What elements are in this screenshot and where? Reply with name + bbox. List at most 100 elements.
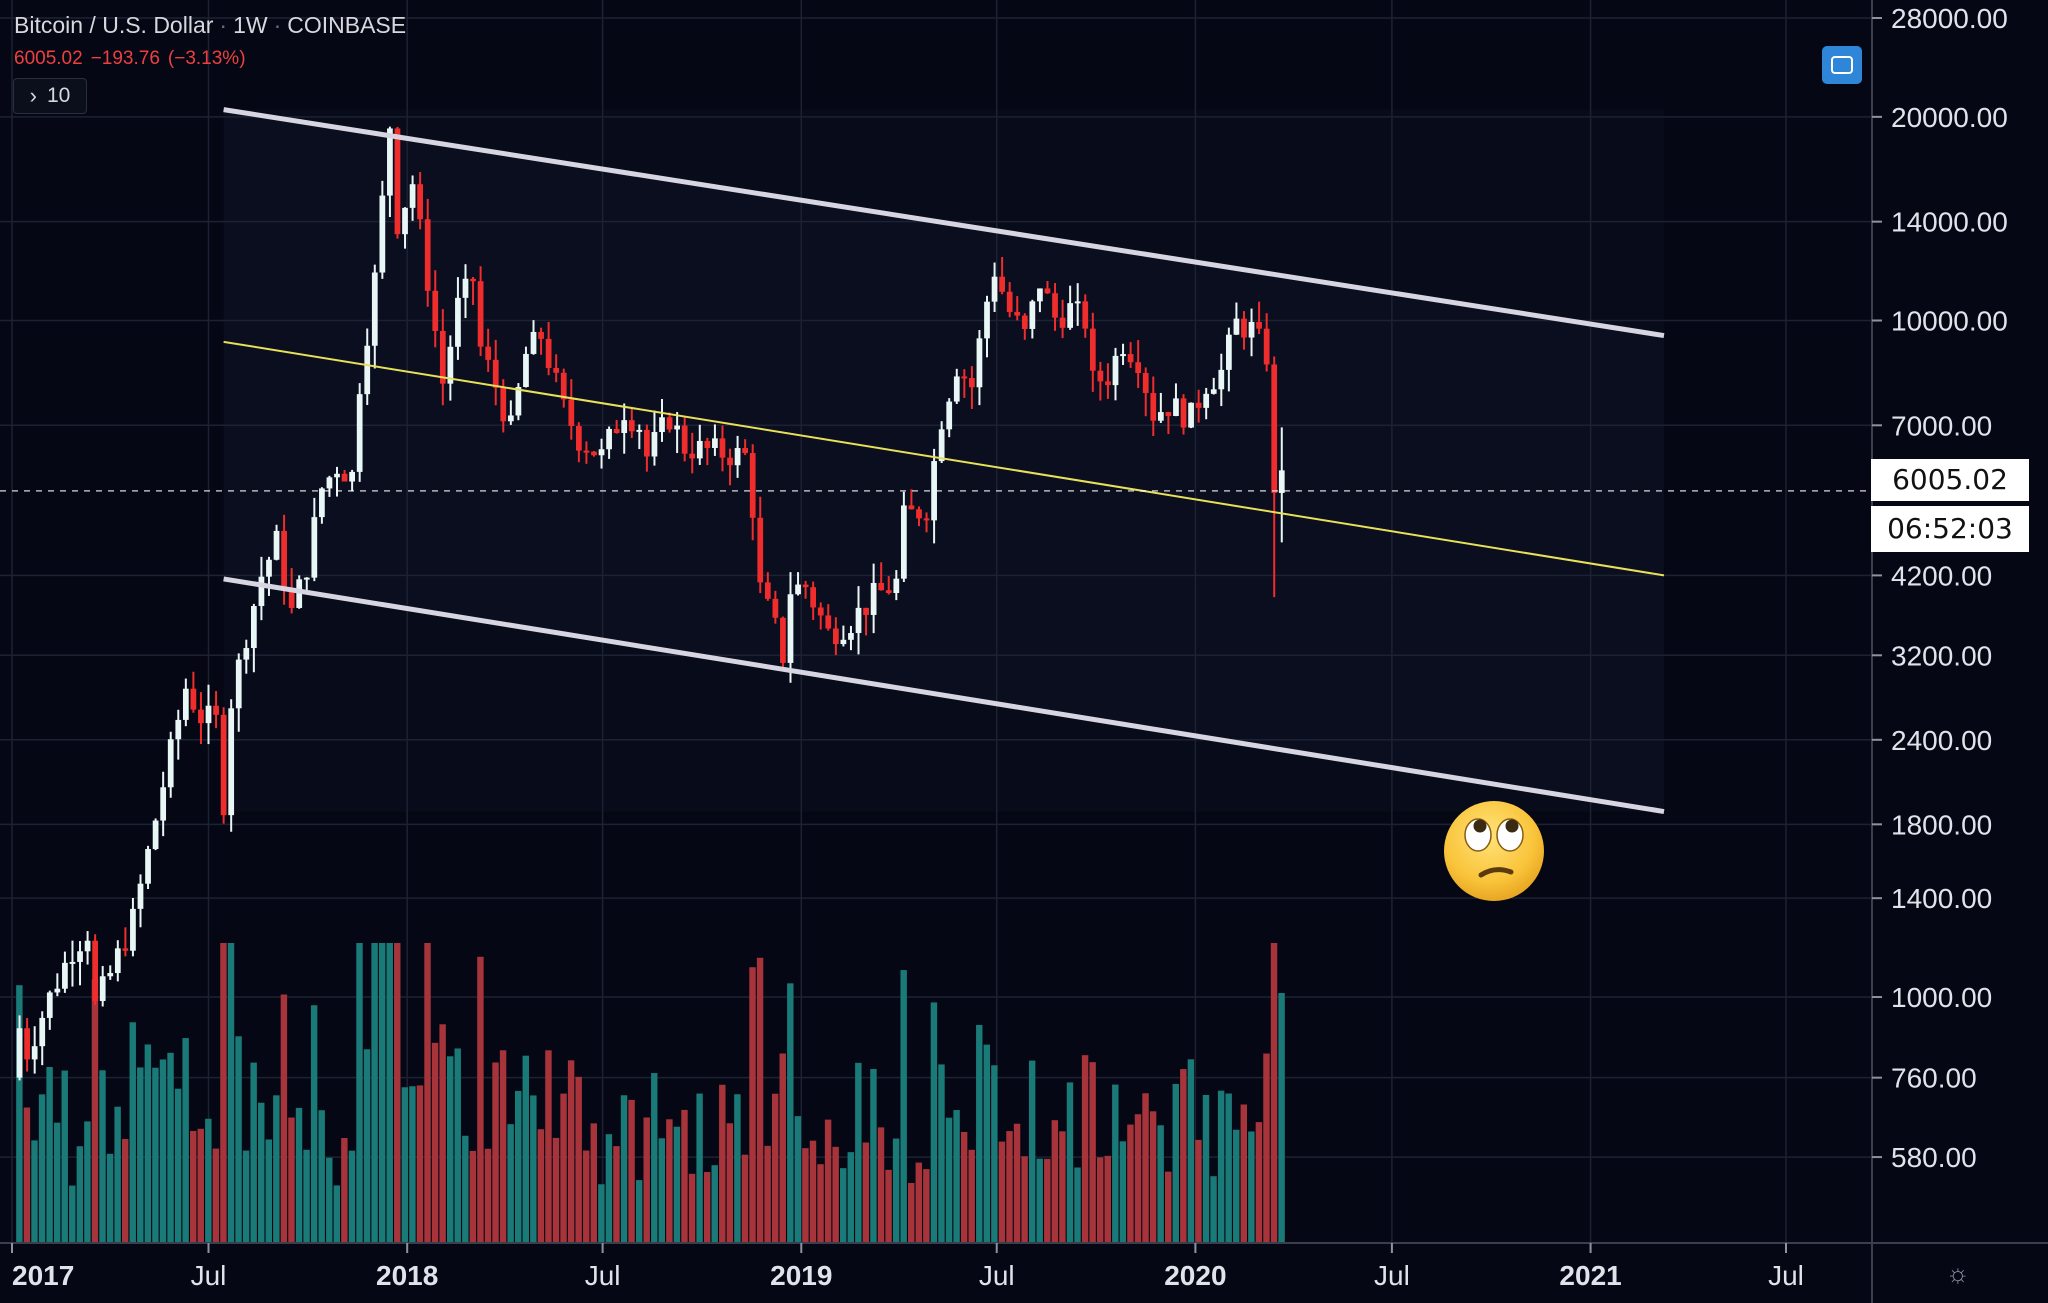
time-tick-label: 2020 [1164,1260,1226,1291]
price-tick-label: 1400.00 [1891,883,1992,914]
candle-body [545,338,552,369]
volume-bar [945,1117,953,1243]
candle-body [976,338,983,388]
volume-bar [824,1119,832,1243]
candle-body [1029,301,1036,329]
candle-body [878,582,885,591]
volume-bar [341,1138,348,1243]
candle-body [92,940,99,1001]
volume-bar [439,1024,446,1243]
volume-bar [409,1086,416,1243]
candle-body [863,607,869,615]
gear-icon[interactable]: ☼ [1946,1258,1970,1288]
candle-body [288,587,295,608]
volume-bar [431,1042,439,1243]
candle-body [1135,362,1142,374]
bar-countdown-tag: 06:52:03 [1871,506,2029,552]
candle-body [84,940,91,952]
volume-bar [1180,1069,1187,1243]
fullscreen-icon [1831,56,1853,74]
candle-body [77,951,83,962]
candle-body [575,426,582,451]
candle-body [1082,301,1089,329]
candle-body [764,582,771,599]
candle-body [553,368,560,373]
candle-body [356,394,363,472]
volume-bar [205,1118,212,1243]
volume-bar [348,1150,356,1243]
volume-bar [114,1106,121,1243]
candle-body [1210,389,1217,394]
volume-bar [749,967,756,1243]
price-tick-label: 1800.00 [1891,809,1992,840]
candle-body [674,425,680,430]
volume-bar [1172,1083,1179,1243]
candle-body [848,633,854,640]
candle-body [961,376,968,379]
candle-body [606,428,612,450]
candle-body [583,450,590,453]
volume-bar [832,1146,839,1243]
time-tick-label: 2018 [376,1260,438,1291]
volume-bar [242,1150,250,1243]
volume-bar [492,1062,499,1243]
fullscreen-button[interactable] [1822,46,1862,84]
candle-body [205,705,212,724]
candle-body [1014,311,1021,316]
volume-bar [673,1126,681,1243]
volume-bar [76,1146,84,1243]
volume-bar [855,1062,862,1243]
volume-bar [326,1157,333,1243]
candle-body [371,272,378,346]
candle-body [523,353,529,387]
candle-body [515,386,522,416]
volume-bar [189,1130,197,1243]
volume-bar [809,1140,817,1243]
volume-bar [892,1138,900,1243]
volume-bar [1278,993,1285,1243]
price-tick-label: 3200.00 [1891,640,1992,671]
volume-bar [658,1138,666,1243]
volume-bar [741,1154,749,1243]
candle-body [409,184,416,208]
last-price: 6005.02 [14,48,83,69]
price-tick-label: 7000.00 [1891,410,1992,441]
candle-body [213,705,219,715]
candle-body [621,420,628,433]
volume-bar [371,943,378,1243]
candle-body [900,505,907,579]
volume-bar [23,1107,31,1243]
indicators-toggle-button[interactable]: › 10 [13,78,87,114]
volume-bar [159,1059,167,1243]
volume-bar [363,1049,371,1243]
volume-bar [545,1050,552,1243]
volume-bar [484,1148,492,1243]
candle-body [938,429,945,462]
candle-body [439,330,446,384]
candle-body [749,453,756,518]
volume-bars [16,943,1285,1243]
exchange-label: COINBASE [287,12,407,38]
volume-bar [99,1070,106,1243]
candle-body [24,1028,30,1060]
candle-body [636,429,643,432]
volume-bar [1127,1124,1134,1243]
volume-bar [318,1110,325,1243]
interval-label[interactable]: 1W [233,12,268,38]
candle-body [946,401,953,430]
volume-bar [152,1067,159,1243]
volume-bar [575,1076,582,1243]
price-change: −193.76 [90,48,160,69]
volume-bar [726,1123,734,1243]
volume-bar [930,1002,938,1243]
price-tick-label: 14000.00 [1891,207,2008,238]
candle-body [991,276,998,302]
volume-bar [651,1073,658,1243]
volume-bar [303,1149,310,1243]
candle-body [931,461,937,521]
volume-bar [779,1053,786,1243]
volume-bar [794,1116,802,1243]
volume-bar [106,1153,114,1243]
volume-bar [288,1117,295,1243]
